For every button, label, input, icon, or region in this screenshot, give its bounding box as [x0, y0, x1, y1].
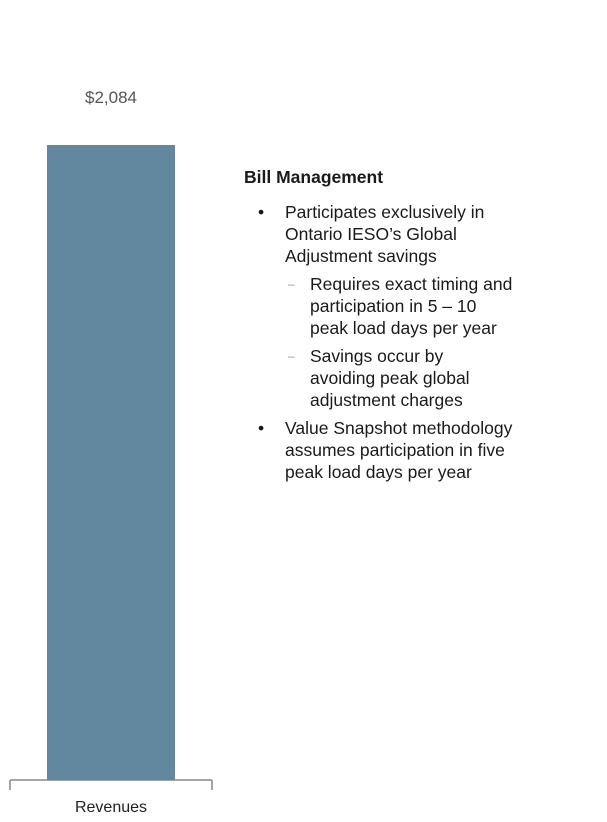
bullet-dot: •	[258, 202, 265, 222]
panel-title: Bill Management	[244, 167, 384, 187]
text-panel: Bill Management • Participates exclusivel…	[244, 166, 512, 483]
bullet-text: Participates exclusively in	[285, 202, 485, 222]
bullet-item: • Participates exclusively in Ontario IESO…	[244, 201, 512, 267]
bullet-text: Value Snapshot methodology	[285, 418, 513, 438]
bullet-text: Adjustment savings	[285, 246, 437, 266]
bullet-text: peak load days per year	[285, 462, 472, 482]
x-tick-label: Revenues	[75, 799, 147, 816]
sub-bullet-dash: –	[288, 277, 295, 291]
bullet-text: assumes participation in five	[285, 440, 505, 460]
sub-bullet-text: peak load days per year	[310, 318, 497, 338]
sub-bullet-text: adjustment charges	[310, 390, 463, 410]
sub-bullet-dash: –	[288, 349, 295, 363]
bar	[47, 145, 175, 780]
sub-bullet-item: – Requires exact timing and participation …	[244, 273, 512, 339]
bullet-item: • Value Snapshot methodology assumes parti…	[244, 417, 512, 483]
sub-bullet-text: Requires exact timing and	[310, 274, 513, 294]
value-label: $2,084	[85, 88, 137, 107]
sub-bullet-text: avoiding peak global	[310, 368, 470, 388]
bullet-text: Ontario IESO’s Global	[285, 224, 457, 244]
sub-bullet-text: Savings occur by	[310, 346, 444, 366]
sub-bullet-item: – Savings occur by avoiding peak global adj…	[244, 345, 512, 411]
sub-bullet-text: participation in 5 – 10	[310, 296, 477, 316]
bullet-dot: •	[258, 418, 265, 438]
